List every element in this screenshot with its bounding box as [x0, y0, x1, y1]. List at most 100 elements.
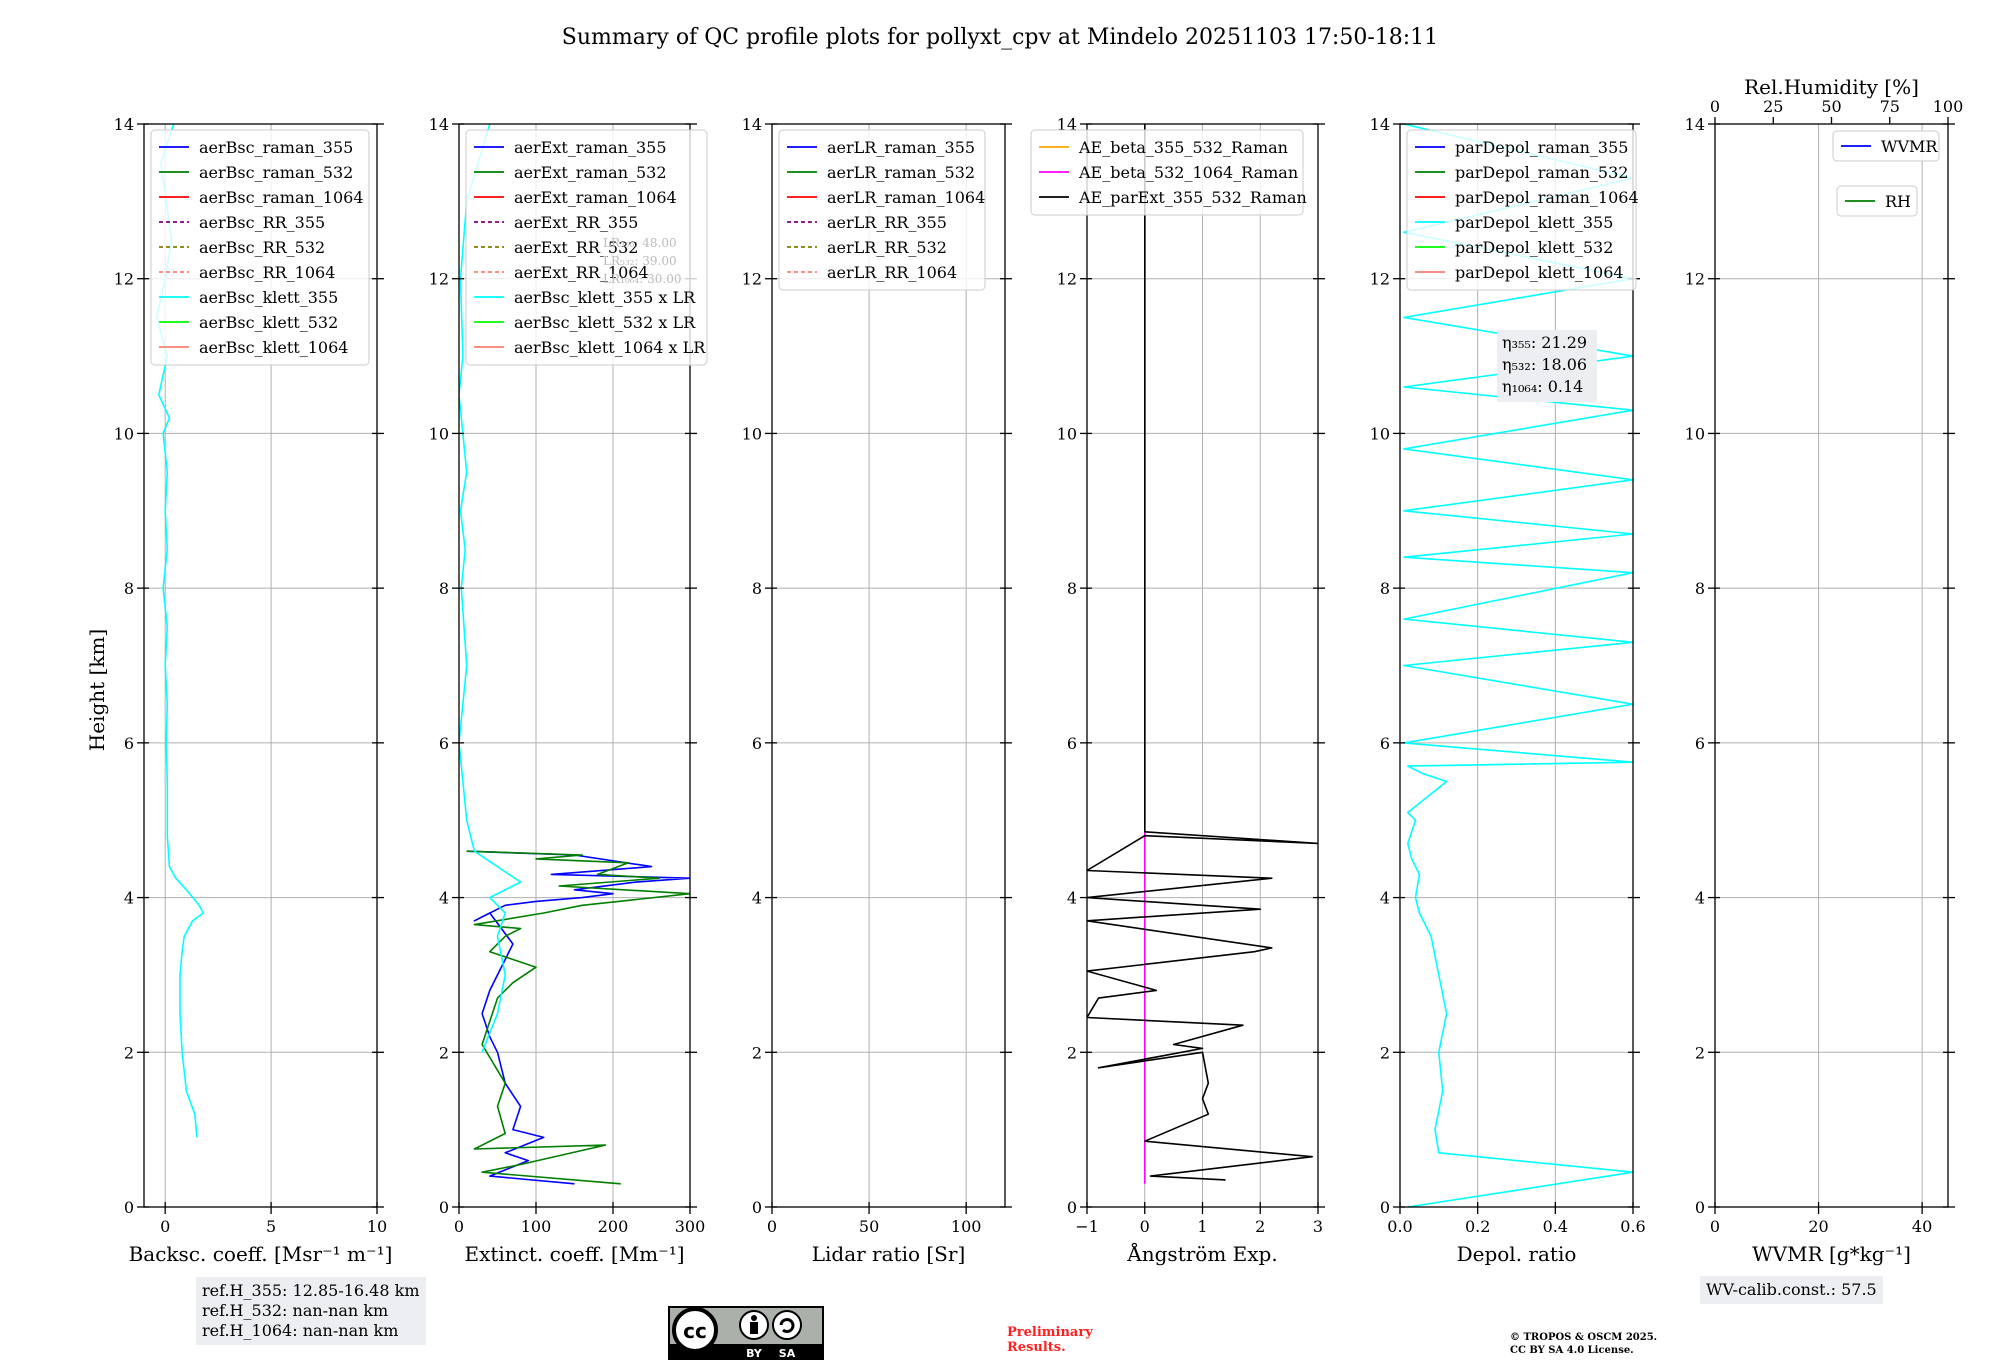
- legend-box: [778, 129, 986, 291]
- y-tick-label: 6: [124, 734, 134, 753]
- panel-backscatter: 0 2 4 6 8 10 12 14 0 5 10 Backsc. coeff. [Msr⁻¹ m⁻¹…: [114, 115, 393, 1266]
- y-tick-label: 0: [439, 1198, 449, 1217]
- eta-box: [1497, 330, 1597, 402]
- legend-label-aerBsc_raman_1064: aerBsc_raman_1064: [199, 188, 364, 207]
- legend-label-aerLR_RR_532: aerLR_RR_532: [827, 238, 947, 257]
- x-axis-label: Extinct. coeff. [Mm⁻¹]: [464, 1242, 684, 1266]
- y-tick-label: 8: [752, 579, 762, 598]
- series-aerBsc_klett_355: [155, 124, 205, 1138]
- legend-label-aerLR_RR_355: aerLR_RR_355: [827, 213, 947, 232]
- x-tick-label: 0.2: [1465, 1217, 1490, 1236]
- by-label: BY: [746, 1347, 763, 1360]
- legend-label-parDepol_raman_1064: parDepol_raman_1064: [1455, 188, 1639, 207]
- y-tick-label: 10: [1685, 424, 1705, 443]
- copyright-line-1: © TROPOS & OSCM 2025.: [1510, 1332, 1658, 1343]
- legend-label-aerExt_raman_355: aerExt_raman_355: [514, 138, 667, 157]
- reference-heights-box: ref.H_355: 12.85-16.48 km ref.H_532: nan…: [196, 1277, 426, 1345]
- y-tick-label: 4: [1380, 889, 1390, 908]
- series-group: [459, 124, 690, 1185]
- y-tick-label: 0: [752, 1198, 762, 1217]
- y-tick-label: 2: [1695, 1043, 1705, 1062]
- x-tick-label: 0: [454, 1217, 464, 1236]
- y-tick-label: 12: [429, 270, 449, 289]
- y-tick-label: 4: [124, 889, 134, 908]
- x-tick-label: 50: [859, 1217, 879, 1236]
- legend-label-AE_parExt_355_532_Raman: AE_parExt_355_532_Raman: [1078, 188, 1307, 207]
- y-tick-label: 0: [1695, 1198, 1705, 1217]
- cc-logo-text: cc: [683, 1319, 707, 1343]
- eta-note-2: η₁₀₆₄: 0.14: [1502, 377, 1583, 396]
- top-x-tick-label: 25: [1763, 97, 1783, 116]
- eta-note-0: η₃₅₅: 21.29: [1502, 333, 1587, 352]
- x-axis-label: Lidar ratio [Sr]: [812, 1242, 966, 1266]
- legend-label-AE_beta_532_1064_Raman: AE_beta_532_1064_Raman: [1078, 163, 1298, 182]
- y-tick-label: 14: [1370, 115, 1390, 134]
- y-tick-label: 6: [1695, 734, 1705, 753]
- legend-label-aerBsc_klett_1064 x LR: aerBsc_klett_1064 x LR: [514, 338, 706, 357]
- y-tick-label: 2: [439, 1043, 449, 1062]
- cc-license-badge: cc BY SA: [668, 1306, 824, 1360]
- shared-y-axis-label: Height [km]: [85, 629, 109, 751]
- lr-note-1: LR₅₃₂: 39.00: [603, 254, 677, 268]
- x-tick-label: 0: [160, 1217, 170, 1236]
- legend-rh: RH: [1836, 185, 1918, 217]
- y-tick-label: 14: [1057, 115, 1077, 134]
- x-tick-label: 0.0: [1387, 1217, 1412, 1236]
- y-tick-label: 12: [1685, 270, 1705, 289]
- axes-frame: [143, 123, 378, 1208]
- x-axis-label: Depol. ratio: [1457, 1242, 1577, 1266]
- legend-label-parDepol_raman_532: parDepol_raman_532: [1455, 163, 1628, 182]
- x-axis-label: Backsc. coeff. [Msr⁻¹ m⁻¹]: [129, 1242, 393, 1266]
- copyright-line-2: CC BY SA 4.0 License.: [1510, 1345, 1634, 1356]
- series-group: [1087, 124, 1318, 1184]
- series-parDepol_klett_355: [1403, 124, 1633, 1207]
- legend-label-aerBsc_RR_355: aerBsc_RR_355: [199, 213, 325, 232]
- legend-box: [150, 129, 370, 366]
- y-tick-label: 8: [1380, 579, 1390, 598]
- legend-box: [1406, 129, 1637, 291]
- y-tick-label: 10: [429, 424, 449, 443]
- eta-note-1: η₅₃₂: 18.06: [1502, 355, 1587, 374]
- legend: aerLR_raman_355 aerLR_raman_532 aerLR_rama…: [778, 129, 986, 291]
- series-AE_parExt_355_532_Raman: [1087, 124, 1318, 1181]
- top-x-tick-label: 75: [1880, 97, 1900, 116]
- panel-extinction: 0 2 4 6 8 10 12 14 0 100 200 300 Extinct. coeff. [Mm…: [429, 115, 708, 1266]
- legend: parDepol_raman_355 parDepol_raman_532 parD…: [1406, 129, 1639, 291]
- y-tick-label: 6: [439, 734, 449, 753]
- x-tick-label: 0.4: [1543, 1217, 1568, 1236]
- legend-label-aerLR_RR_1064: aerLR_RR_1064: [827, 263, 957, 282]
- legend-box: [465, 129, 708, 366]
- y-tick-label: 10: [1370, 424, 1390, 443]
- legend-label-parDepol_klett_532: parDepol_klett_532: [1455, 238, 1613, 257]
- y-tick-label: 0: [1380, 1198, 1390, 1217]
- y-tick-label: 14: [114, 115, 134, 134]
- y-tick-label: 4: [439, 889, 449, 908]
- y-tick-label: 4: [752, 889, 762, 908]
- x-tick-label: 0: [1710, 1217, 1720, 1236]
- figure-title: Summary of QC profile plots for pollyxt_…: [562, 25, 1438, 50]
- y-tick-label: 8: [439, 579, 449, 598]
- y-tick-label: 2: [1067, 1043, 1077, 1062]
- axes-frame: [458, 123, 691, 1208]
- by-person-head: [751, 1315, 757, 1321]
- legend-label-aerLR_raman_532: aerLR_raman_532: [827, 163, 975, 182]
- series-aerBsc_klett_355 x LR: [459, 124, 522, 1053]
- y-tick-label: 14: [429, 115, 449, 134]
- legend-label-aerExt_RR_1064: aerExt_RR_1064: [514, 263, 649, 282]
- preliminary-line-1: Preliminary: [1007, 1325, 1093, 1340]
- x-tick-label: 0.6: [1620, 1217, 1645, 1236]
- x-tick-label: 5: [266, 1217, 276, 1236]
- legend-label-aerExt_RR_532: aerExt_RR_532: [514, 238, 638, 257]
- legend-label-aerBsc_klett_355: aerBsc_klett_355: [199, 288, 338, 307]
- x-tick-label: 20: [1808, 1217, 1828, 1236]
- x-tick-label: 0: [767, 1217, 777, 1236]
- legend-label-aerBsc_RR_532: aerBsc_RR_532: [199, 238, 325, 257]
- legend-label-aerExt_raman_1064: aerExt_raman_1064: [514, 188, 677, 207]
- by-person-body: [750, 1322, 758, 1334]
- sa-arrow: [779, 1318, 795, 1333]
- y-tick-label: 6: [1067, 734, 1077, 753]
- y-tick-label: 2: [1380, 1043, 1390, 1062]
- y-tick-label: 6: [1380, 734, 1390, 753]
